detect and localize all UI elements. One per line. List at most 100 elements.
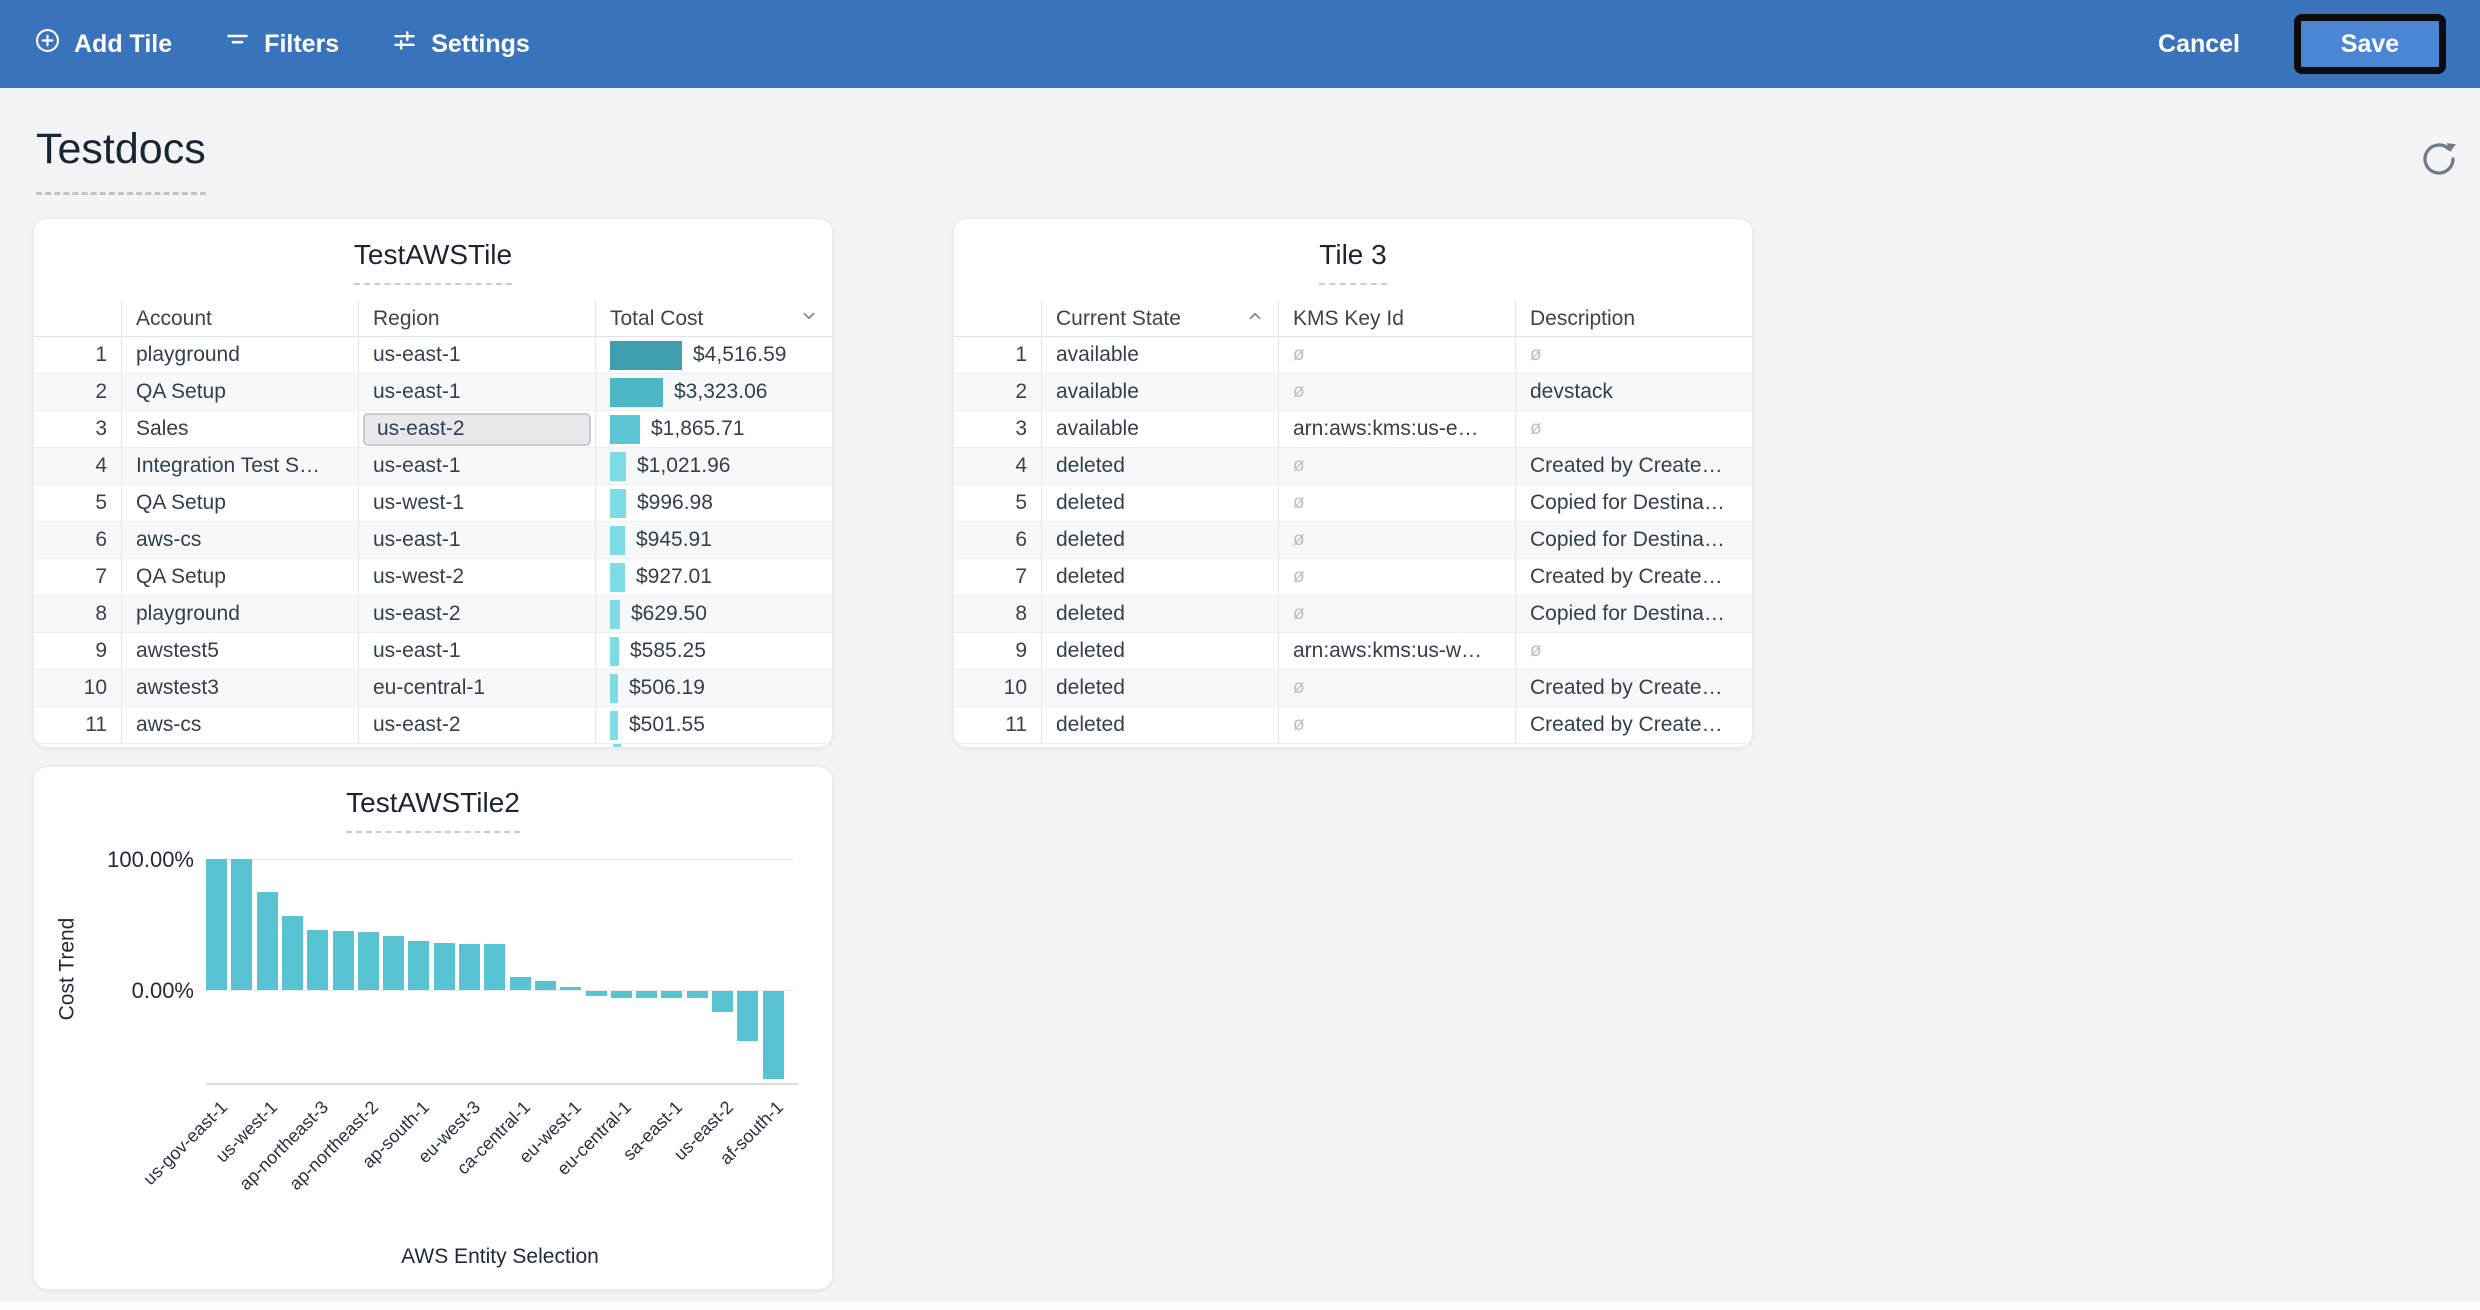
cell-description[interactable]: devstack [1515,374,1752,410]
cell-total-cost[interactable]: $1,865.71 [595,411,832,447]
cell-description[interactable]: Created by Create… [1515,707,1752,743]
cell-region[interactable]: us-east-1 [358,448,595,484]
cell-kms-key-id[interactable]: ø [1278,448,1515,484]
cell-text: $629.50 [631,602,707,625]
cell-kms-key-id[interactable]: arn:aws:kms:us-e… [1278,411,1515,447]
cell-total-cost[interactable]: $585.25 [595,633,832,669]
column-header-account[interactable]: Account [121,301,358,336]
cell-account[interactable]: awstest5 [121,633,358,669]
cell-current-state[interactable]: deleted [1041,596,1278,632]
cell-kms-key-id[interactable]: ø [1278,337,1515,373]
cell-account[interactable]: QA Setup [121,374,358,410]
filters-button[interactable]: Filters [224,27,339,61]
selected-cell[interactable]: us-east-2 [363,412,591,446]
chart-bar [636,991,657,998]
cell-account[interactable]: playground [121,337,358,373]
cell-kms-key-id[interactable]: arn:aws:kms:us-w… [1278,633,1515,669]
cell-current-state[interactable]: deleted [1041,707,1278,743]
cell-total-cost[interactable]: $506.19 [595,670,832,706]
cancel-button[interactable]: Cancel [2158,29,2240,58]
column-header-state[interactable]: Current State [1041,301,1278,336]
cell-description[interactable]: ø [1515,411,1752,447]
cell-account[interactable]: Integration Test S… [121,448,358,484]
cell-region[interactable]: us-east-1 [358,337,595,373]
cell-account[interactable]: QA Setup [121,559,358,595]
cell-account[interactable]: aws-cs [121,522,358,558]
cell-description[interactable]: ø [1515,633,1752,669]
row-number-cell: 11 [85,713,107,736]
cell-total-cost[interactable]: $4,516.59 [595,337,832,373]
cell-total-cost[interactable]: $501.55 [595,707,832,743]
cell-current-state[interactable]: available [1041,411,1278,447]
cell-total-cost[interactable]: $927.01 [595,559,832,595]
save-button[interactable]: Save [2294,14,2446,74]
cell-account[interactable]: aws-cs [121,707,358,743]
cell-description[interactable]: Created by Create… [1515,559,1752,595]
cost-bar [610,599,620,629]
cell-kms-key-id[interactable]: ø [1278,596,1515,632]
cell-region[interactable]: us-east-2 [358,707,595,743]
cell-region[interactable]: us-west-1 [358,485,595,521]
column-header-cost[interactable]: Total Cost [595,301,832,336]
cell-total-cost[interactable]: $629.50 [595,596,832,632]
cell-text: QA Setup [136,565,226,588]
cell-current-state[interactable]: deleted [1041,485,1278,521]
cell-description[interactable]: Copied for Destina… [1515,485,1752,521]
table-row: 6 deleted ø Copied for Destina… [954,522,1752,559]
cell-kms-key-id[interactable]: ø [1278,707,1515,743]
row-number-header [954,301,1041,336]
cell-description[interactable]: Created by Create… [1515,448,1752,484]
cell-current-state[interactable]: deleted [1041,522,1278,558]
cell-description[interactable]: Copied for Destina… [1515,596,1752,632]
cell-kms-key-id[interactable]: ø [1278,559,1515,595]
cost-bar [610,710,618,740]
cell-region[interactable]: us-west-2 [358,559,595,595]
cell-current-state[interactable]: available [1041,374,1278,410]
cell-total-cost[interactable]: $945.91 [595,522,832,558]
chart-bar [358,932,379,990]
row-number-cell: 6 [95,528,107,551]
cell-region[interactable]: eu-central-1 [358,670,595,706]
cell-description[interactable]: ø [1515,337,1752,373]
cell-current-state[interactable]: deleted [1041,448,1278,484]
cell-text: arn:aws:kms:us-w… [1293,639,1483,662]
cell-account[interactable]: playground [121,596,358,632]
cell-account[interactable]: Sales [121,411,358,447]
cell-kms-key-id[interactable]: ø [1278,485,1515,521]
cell-total-cost[interactable]: $996.98 [595,485,832,521]
cell-region[interactable]: us-east-1 [358,633,595,669]
cell-text: ø [1293,455,1305,476]
cell-description[interactable]: Copied for Destina… [1515,522,1752,558]
cell-kms-key-id[interactable]: ø [1278,522,1515,558]
refresh-icon[interactable] [2418,138,2462,182]
add-tile-button[interactable]: Add Tile [34,27,172,61]
cell-current-state[interactable]: deleted [1041,559,1278,595]
cell-kms-key-id[interactable]: ø [1278,374,1515,410]
cell-region[interactable]: us-east-1 [358,522,595,558]
cell-description[interactable]: Created by Create… [1515,670,1752,706]
cell-text: aws-cs [136,713,202,736]
cell-current-state[interactable]: available [1041,337,1278,373]
cell-region[interactable]: us-east-2 [358,596,595,632]
column-header-region[interactable]: Region [358,301,595,336]
gridline-100 [206,859,794,860]
settings-button[interactable]: Settings [391,27,530,61]
cell-region[interactable]: us-east-2 [358,411,595,447]
bar-chart: 100.00% 0.00% Cost Trend us-gov-east-1 us… [34,847,832,1289]
table-row: 8 playground us-east-2 $629.50 [34,596,832,633]
column-header-desc[interactable]: Description [1515,301,1752,336]
cell-region[interactable]: us-east-1 [358,374,595,410]
cell-text: ø [1293,344,1305,365]
cell-current-state[interactable]: deleted [1041,670,1278,706]
cell-account[interactable]: QA Setup [121,485,358,521]
cell-text: $501.55 [629,713,705,736]
column-header-kms[interactable]: KMS Key Id [1278,301,1515,336]
cell-current-state[interactable]: deleted [1041,633,1278,669]
cell-total-cost[interactable]: $1,021.96 [595,448,832,484]
cell-total-cost[interactable]: $3,323.06 [595,374,832,410]
table-row: 3 Sales us-east-2 $1,865.71 [34,411,832,448]
cell-account[interactable]: awstest3 [121,670,358,706]
cell-text: ø [1293,566,1305,587]
table-body: 1 available ø ø 2 available ø devstack 3 availabl… [954,337,1752,747]
cell-kms-key-id[interactable]: ø [1278,670,1515,706]
